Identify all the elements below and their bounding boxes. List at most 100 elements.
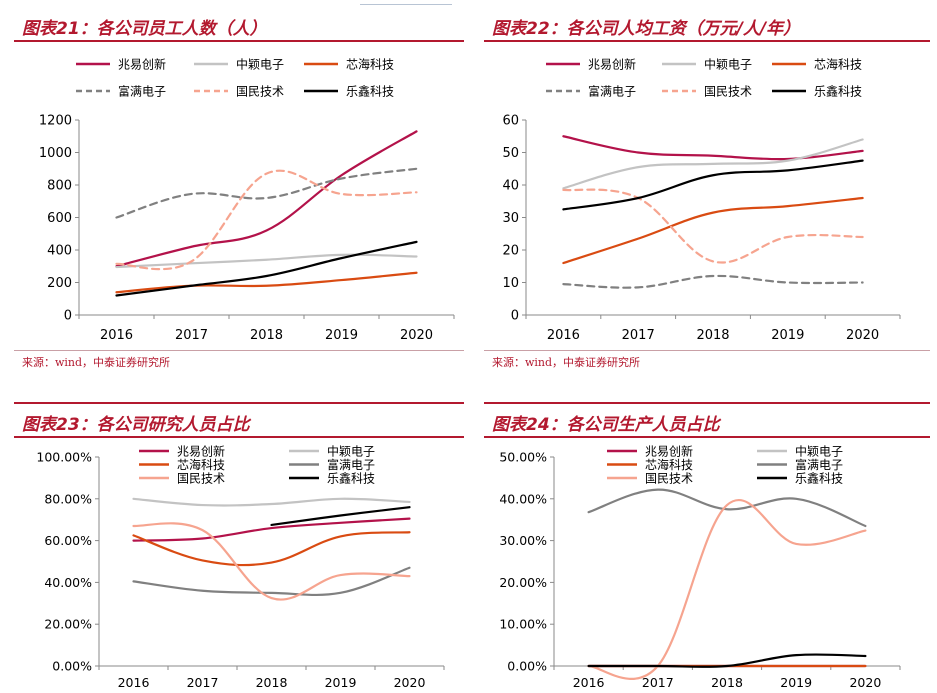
series-line-4 [132, 522, 411, 601]
salary-line-chart: 0 10 20 30 40 50 60 2016 2017 2018 2019 2020 兆易创新 中颖电… [502, 57, 901, 343]
series-line-0 [115, 130, 418, 268]
x-tick-label: 2020 [394, 675, 426, 690]
legend-label: 国民技术 [177, 472, 225, 486]
series-line-4 [115, 169, 418, 271]
legend-label: 芯海科技 [177, 457, 225, 472]
x-tick-label: 2020 [849, 675, 881, 690]
legend-item: 中颖电子 [289, 444, 375, 459]
chart-panel-production-ratio: 图表24：各公司生产人员占比 0.00% 10.00% 20.00% 30.00% 40… [484, 398, 930, 693]
series-line-5 [587, 653, 867, 668]
legend-item: 富满电子 [289, 457, 375, 472]
legend-label: 兆易创新 [118, 57, 166, 72]
x-tick-label: 2018 [696, 328, 729, 343]
legend-label: 中颖电子 [795, 444, 843, 459]
series-line-5 [562, 159, 864, 211]
series-line-2 [562, 196, 864, 265]
x-tick-label: 2016 [118, 675, 150, 690]
legend-label: 富满电子 [118, 84, 166, 99]
series-line-1 [132, 497, 411, 507]
y-tick-label: 800 [47, 179, 72, 194]
y-tick-label: 10 [502, 276, 519, 291]
y-tick-label: 60 [502, 114, 519, 129]
series-line-5 [270, 506, 411, 527]
legend-label: 乐鑫科技 [346, 84, 394, 99]
title-rule [484, 436, 930, 438]
legend-item: 兆易创新 [76, 57, 166, 72]
legend-item: 国民技术 [607, 472, 693, 486]
y-tick-label: 1200 [39, 114, 72, 129]
x-tick-label: 2019 [325, 675, 357, 690]
y-tick-label: 0 [511, 309, 519, 324]
y-tick-label: 600 [47, 211, 72, 226]
legend-item: 富满电子 [546, 84, 636, 99]
title-rule [14, 40, 464, 42]
y-tick-label: 60.00% [44, 533, 92, 548]
title-rule [14, 436, 464, 438]
series-line-1 [562, 138, 864, 190]
production-ratio-line-chart: 0.00% 10.00% 20.00% 30.00% 40.00% 50.00% 2016 2… [499, 444, 901, 690]
y-tick-label: 1000 [39, 146, 72, 161]
x-tick-label: 2016 [573, 675, 605, 690]
legend-item: 兆易创新 [607, 444, 693, 459]
legend-item: 乐鑫科技 [772, 84, 862, 99]
top-marker-line [360, 4, 452, 5]
x-tick-label: 2017 [622, 328, 655, 343]
legend-item: 兆易创新 [139, 444, 225, 459]
legend-item: 中颖电子 [662, 57, 752, 72]
legend-label: 乐鑫科技 [795, 471, 843, 486]
legend-label: 芯海科技 [645, 457, 693, 472]
y-tick-label: 20.00% [44, 617, 92, 632]
y-tick-label: 0 [64, 309, 72, 324]
legend-label: 富满电子 [588, 84, 636, 99]
y-tick-label: 20.00% [499, 575, 547, 590]
series-line-1 [115, 253, 418, 269]
title-rule [484, 40, 930, 42]
legend-label: 富满电子 [795, 457, 843, 472]
chart-title: 图表24：各公司生产人员占比 [492, 415, 720, 435]
y-tick-label: 100.00% [36, 450, 92, 465]
legend-item: 芯海科技 [304, 57, 394, 72]
legend-item: 芯海科技 [772, 57, 862, 72]
y-tick-label: 0.00% [507, 659, 547, 674]
legend-label: 国民技术 [704, 85, 752, 99]
top-rule [14, 402, 464, 404]
x-tick-label: 2018 [711, 675, 743, 690]
legend-label: 乐鑫科技 [327, 471, 375, 486]
y-tick-label: 30 [502, 211, 519, 226]
chart-title: 图表22：各公司人均工资（万元/人/年） [492, 19, 801, 39]
legend-label: 乐鑫科技 [814, 84, 862, 99]
x-tick-label: 2020 [846, 328, 879, 343]
series-line-3 [562, 274, 864, 289]
y-tick-label: 50.00% [499, 450, 547, 465]
legend-label: 芯海科技 [814, 57, 862, 72]
x-tick-label: 2018 [250, 328, 283, 343]
x-tick-label: 2017 [642, 675, 674, 690]
y-tick-label: 40 [502, 179, 519, 194]
legend-item: 乐鑫科技 [304, 84, 394, 99]
y-tick-label: 30.00% [499, 533, 547, 548]
series-line-2 [115, 271, 418, 294]
legend-label: 兆易创新 [177, 444, 225, 459]
research-ratio-line-chart: 0.00% 20.00% 40.00% 60.00% 80.00% 100.00% 2016… [36, 444, 445, 690]
legend-item: 国民技术 [194, 85, 284, 99]
y-tick-label: 200 [47, 276, 72, 291]
source-note: 来源：wind，中泰证券研究所 [22, 356, 171, 369]
legend-label: 国民技术 [645, 472, 693, 486]
legend-label: 芯海科技 [346, 57, 394, 72]
legend-label: 国民技术 [236, 85, 284, 99]
legend-item: 乐鑫科技 [757, 471, 843, 486]
series-line-0 [132, 517, 411, 542]
x-tick-label: 2020 [400, 328, 433, 343]
chart-panel-research-ratio: 图表23：各公司研究人员占比 0.00% 20.00% 40.00% 60.00% 80… [14, 398, 464, 693]
series-line-5 [115, 240, 418, 297]
source-divider [484, 350, 930, 351]
legend-item: 芯海科技 [607, 457, 693, 472]
y-tick-label: 400 [47, 244, 72, 259]
y-tick-label: 0.00% [52, 659, 92, 674]
x-tick-label: 2017 [187, 675, 219, 690]
y-tick-label: 40.00% [44, 575, 92, 590]
legend-label: 中颖电子 [327, 444, 375, 459]
y-tick-label: 50 [502, 146, 519, 161]
legend-item: 中颖电子 [757, 444, 843, 459]
source-divider [14, 350, 464, 351]
